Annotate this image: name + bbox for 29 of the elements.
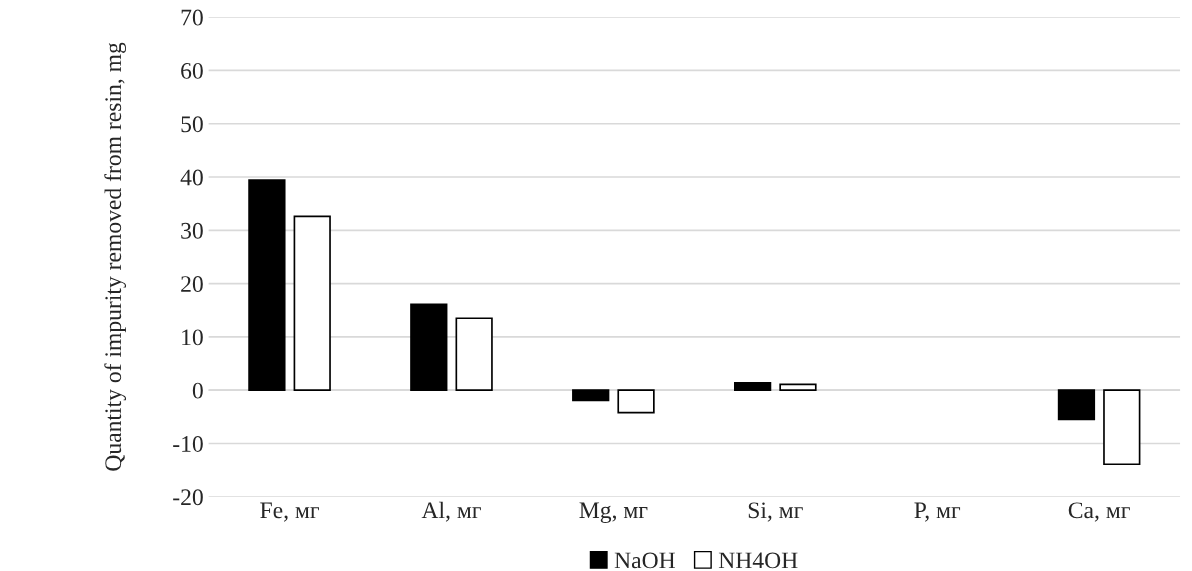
- y-tick-label: 70: [181, 9, 203, 26]
- legend-label: NH4OH: [718, 552, 798, 569]
- y-tick-label: 0: [192, 382, 203, 399]
- bar: [617, 389, 655, 414]
- y-tick-label: 50: [181, 116, 203, 133]
- bar: [410, 303, 448, 392]
- y-tick-label: 40: [180, 169, 203, 186]
- x-tick-label: Mg, мг: [579, 502, 648, 524]
- y-axis-title: Quantity of impurity removed from resin, mg: [104, 42, 127, 471]
- bar: [733, 381, 772, 392]
- x-tick-label: Si, мг: [748, 502, 803, 522]
- legend-label: NaOH: [614, 552, 676, 569]
- bar: [1057, 389, 1096, 421]
- bar: [572, 389, 610, 402]
- y-tick-label: 30: [181, 222, 203, 239]
- bar: [779, 383, 817, 392]
- bar: [1103, 389, 1141, 466]
- y-tick-label: 10: [182, 329, 203, 346]
- y-tick-label: 20: [181, 276, 203, 293]
- x-tick-label: P, мг: [914, 502, 961, 522]
- bar: [248, 179, 286, 392]
- x-tick-label: Ca, мг: [1068, 502, 1130, 522]
- x-tick-label: Al, мг: [421, 501, 481, 522]
- y-tick-label: -20: [173, 489, 203, 506]
- x-tick-label: Fe, мг: [260, 502, 319, 522]
- bar: [455, 317, 493, 392]
- y-tick-label: -10: [173, 435, 203, 452]
- y-tick-label: 60: [181, 62, 203, 79]
- bar: [293, 215, 331, 392]
